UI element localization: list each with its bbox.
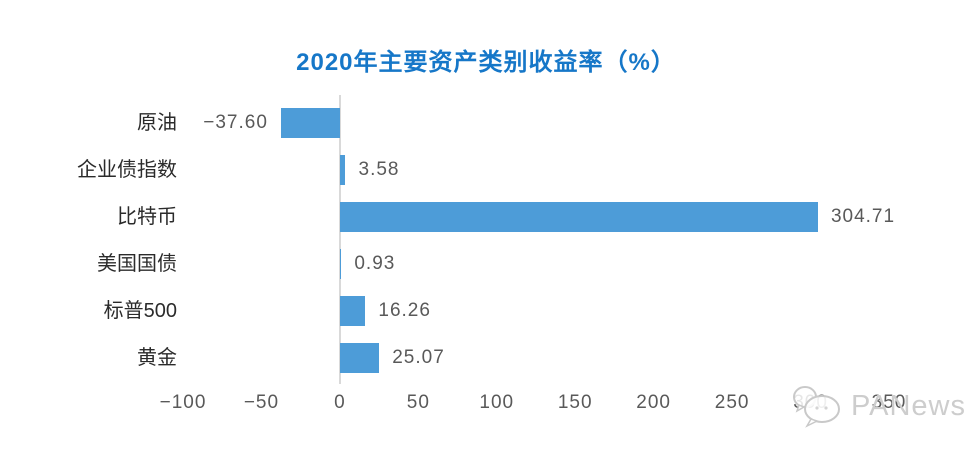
category-label: 黄金 <box>137 347 177 369</box>
category-label: 美国国债 <box>97 253 177 275</box>
chart-title: 2020年主要资产类别收益率（%） <box>296 49 676 76</box>
x-tick-label: 350 <box>871 392 907 413</box>
bar-2 <box>339 202 818 232</box>
category-label: 标普500 <box>103 300 177 322</box>
value-label: −37.60 <box>203 112 268 133</box>
zero-axis-line <box>338 95 341 384</box>
value-label: 25.07 <box>392 347 445 368</box>
value-label: 304.71 <box>830 206 896 227</box>
value-label: 3.58 <box>358 159 400 180</box>
x-tick-label: 0 <box>334 392 346 413</box>
category-label: 比特币 <box>117 206 177 228</box>
bar-1 <box>339 155 346 185</box>
bar-0 <box>280 108 340 138</box>
x-tick-label: −100 <box>159 392 207 413</box>
x-tick-label: −50 <box>243 392 280 413</box>
bar-3 <box>339 249 342 279</box>
value-label: 0.93 <box>354 253 396 274</box>
x-tick-label: 250 <box>714 392 750 413</box>
x-tick-label: 150 <box>557 392 593 413</box>
category-label: 企业债指数 <box>77 159 177 181</box>
category-label: 原油 <box>137 112 177 134</box>
value-label: 16.26 <box>378 300 431 321</box>
x-tick-label: 200 <box>636 392 671 413</box>
bar-4 <box>339 296 366 326</box>
x-tick-label: 300 <box>793 392 828 413</box>
x-tick-label: 100 <box>479 392 515 413</box>
x-tick-label: 50 <box>406 392 430 413</box>
bar-5 <box>339 343 380 373</box>
